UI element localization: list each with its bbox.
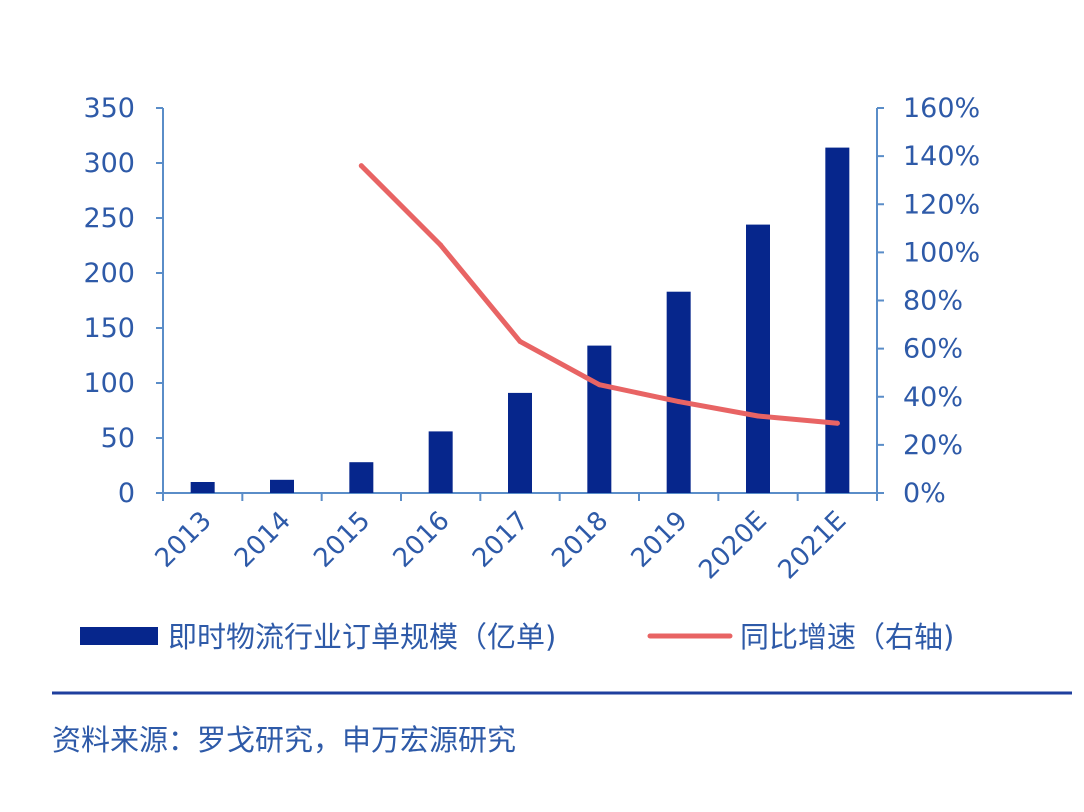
right-tick-label: 0%: [903, 478, 946, 509]
legend: 即时物流行业订单规模（亿单) 同比增速（右轴): [80, 620, 954, 654]
x-tick-label: 2013: [150, 506, 218, 574]
x-tick-label: 2015: [308, 506, 376, 574]
x-tick-label: 2016: [388, 506, 456, 574]
bar: [508, 392, 532, 493]
left-tick-label: 350: [83, 93, 135, 124]
x-tick-labels: 2013 2014 2015 2016 2017 2018 2019 2020E 2021E: [150, 506, 853, 586]
bar-series: [190, 147, 850, 493]
left-tick-label: 300: [83, 148, 135, 179]
left-tick-label: 200: [83, 258, 135, 289]
left-tick-label: 100: [83, 368, 135, 399]
bar: [666, 291, 691, 493]
legend-bar-label: 即时物流行业订单规模（亿单): [168, 620, 556, 654]
x-axis: [162, 492, 878, 501]
x-tick-label: 2021E: [773, 506, 853, 586]
bar: [190, 482, 215, 493]
right-tick-label: 40%: [903, 382, 963, 413]
left-tick-label: 0: [118, 478, 135, 509]
x-tick-label: 2019: [626, 506, 694, 574]
left-tick-label: 250: [83, 203, 135, 234]
right-tick-label: 80%: [903, 286, 963, 317]
bar: [270, 479, 294, 493]
line-point: [676, 399, 682, 405]
bar: [746, 224, 770, 493]
right-tick-label: 140%: [903, 141, 980, 172]
left-y-axis: 0 50 100 150 200 250 300 350: [83, 93, 164, 509]
bar: [587, 345, 612, 493]
line-point: [755, 413, 761, 419]
bar: [428, 431, 453, 493]
left-tick-label: 50: [101, 423, 135, 454]
x-tick-label: 2014: [229, 506, 297, 574]
x-tick-label: 2017: [467, 506, 535, 574]
legend-line-label: 同比增速（右轴): [740, 620, 954, 654]
right-tick-label: 160%: [903, 93, 980, 124]
line-point: [358, 163, 364, 169]
x-tick-label: 2020E: [693, 506, 773, 586]
right-tick-label: 60%: [903, 334, 963, 365]
line-point: [438, 242, 444, 248]
right-tick-label: 20%: [903, 430, 963, 461]
right-tick-label: 100%: [903, 237, 980, 268]
bar: [825, 147, 850, 493]
right-tick-label: 120%: [903, 189, 980, 220]
source-note: 资料来源：罗戈研究，申万宏源研究: [52, 723, 516, 757]
x-tick-label: 2018: [546, 506, 614, 574]
bar: [349, 462, 374, 493]
line-point: [596, 382, 602, 388]
right-y-axis: 0% 20% 40% 60% 80% 100% 120% 140% 160%: [876, 93, 980, 509]
line-point: [517, 338, 523, 344]
growth-line-series: [358, 163, 840, 426]
left-tick-label: 150: [83, 313, 135, 344]
line-point: [834, 420, 840, 426]
legend-bar-swatch: [80, 627, 158, 645]
